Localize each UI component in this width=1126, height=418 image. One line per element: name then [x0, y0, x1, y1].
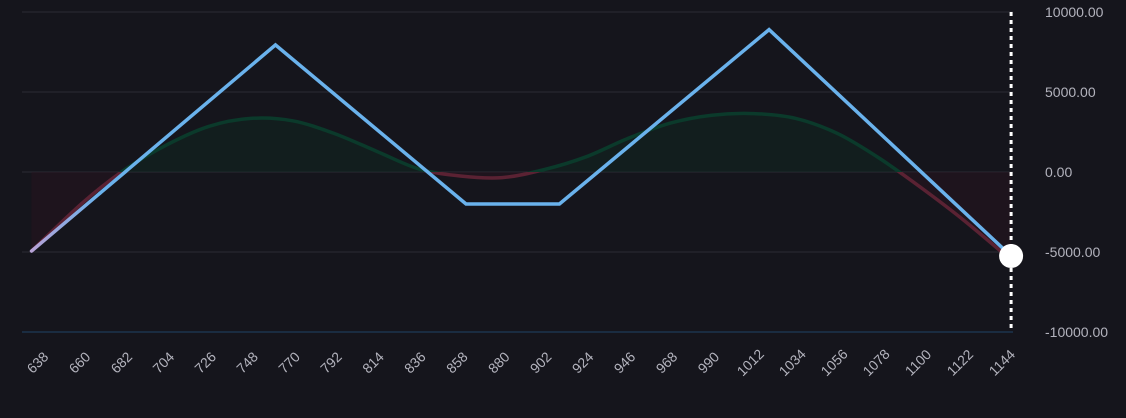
x-tick-label: 1144: [986, 346, 1019, 379]
x-tick-label: 704: [149, 348, 177, 376]
x-tick-label: 1078: [859, 346, 892, 379]
y-tick-label: -5000.00: [1045, 244, 1100, 260]
x-tick-label: 1034: [776, 346, 809, 379]
y-tick-label: 5000.00: [1045, 84, 1096, 100]
marker-layer: [999, 12, 1024, 332]
x-tick-label: 902: [527, 348, 555, 376]
x-tick-label: 1012: [734, 346, 767, 379]
y-tick-label: -10000.00: [1045, 324, 1108, 340]
payoff-line: [98, 27, 1013, 258]
x-tick-label: 748: [233, 348, 261, 376]
y-tick-label: 10000.00: [1045, 4, 1104, 20]
x-tick-label: 836: [401, 348, 429, 376]
x-tick-label: 1056: [817, 346, 850, 379]
x-tick-label: 770: [275, 348, 303, 376]
x-tick-label: 814: [359, 348, 387, 376]
x-tick-label: 682: [107, 348, 135, 376]
x-tick-label: 858: [443, 348, 471, 376]
fill-layer: [30, 111, 1013, 262]
current-pnl-line-negative: [30, 172, 1013, 262]
y-axis: 10000.00 5000.00 0.00 -5000.00 -10000.00: [1045, 4, 1108, 340]
x-tick-label: 946: [611, 348, 639, 376]
series-layer: [29, 27, 1013, 258]
loss-area: [31, 172, 1012, 260]
x-tick-label: 968: [653, 348, 681, 376]
x-tick-label: 726: [191, 348, 219, 376]
payoff-line-lead: [29, 191, 102, 253]
grid-layer: [22, 11, 1013, 333]
x-tick-label: 1100: [902, 346, 935, 379]
x-axis: 638 660 682 704 726 748 770 792 814 836 858 880 902 9…: [24, 346, 1019, 379]
x-tick-label: 638: [24, 348, 52, 376]
x-tick-label: 990: [694, 348, 722, 376]
current-price-marker[interactable]: [999, 244, 1024, 268]
x-tick-label: 1122: [944, 346, 977, 379]
current-pnl-line-positive: [118, 111, 903, 172]
y-tick-label: 0.00: [1045, 164, 1072, 180]
x-tick-label: 924: [569, 348, 597, 376]
x-tick-label: 792: [317, 348, 345, 376]
x-tick-label: 880: [485, 348, 513, 376]
profit-area: [31, 113, 1012, 172]
x-tick-label: 660: [66, 348, 94, 376]
